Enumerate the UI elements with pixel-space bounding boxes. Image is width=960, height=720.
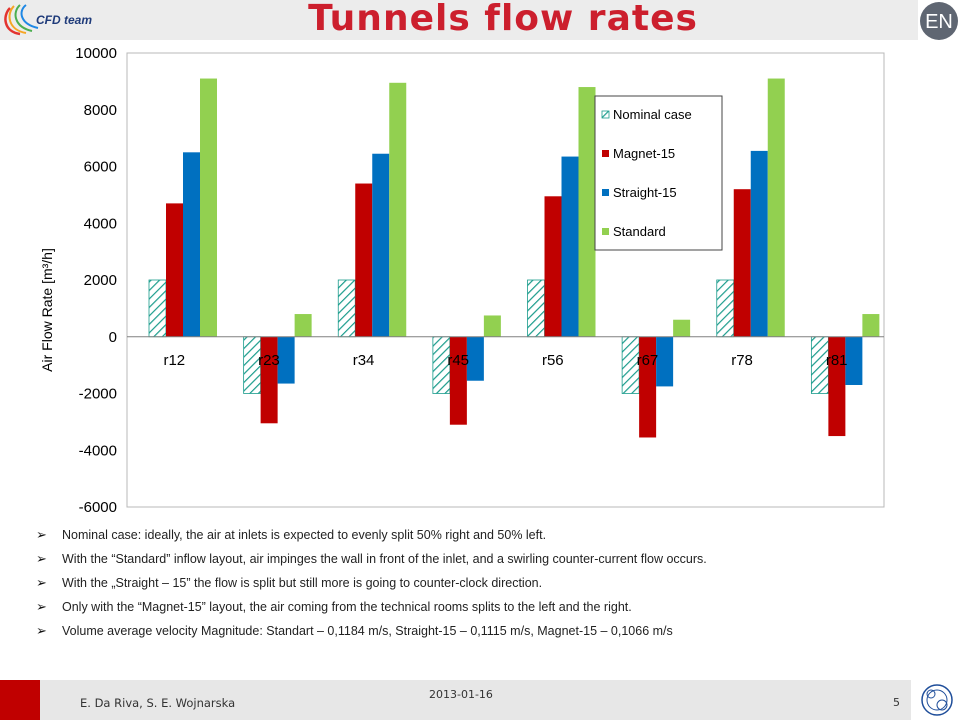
bar-straight-15-r78 [750, 150, 768, 337]
footer-authors: E. Da Riva, S. E. Wojnarska [80, 696, 236, 710]
cern-logo [911, 680, 960, 720]
bar-standard-r78 [767, 78, 785, 337]
y-tick-label: 2000 [84, 272, 117, 289]
cfd-team-logo: CFD team [4, 4, 92, 36]
y-axis-ticks: 10000 8000 6000 4000 2000 0 -2000 -4000 -6000 [75, 45, 117, 516]
bar-standard-r23 [294, 314, 312, 337]
legend-box [594, 95, 723, 251]
legend-swatch [602, 150, 609, 157]
legend-swatch [601, 110, 610, 119]
note-text: Volume average velocity Magnitude: Stand… [62, 624, 673, 638]
y-tick-label: -2000 [79, 386, 117, 403]
x-tick-label: r23 [258, 352, 280, 369]
note-item: ➢ Only with the “Magnet-15” layout, the a… [36, 599, 936, 623]
bar-magnet-15-r23 [260, 336, 278, 424]
note-text: With the „Straight – 15” the flow is spl… [62, 576, 543, 590]
y-tick-label: 8000 [84, 102, 117, 119]
chart-legend: Nominal case Magnet-15 Straight-15 Standard [594, 95, 723, 251]
bar-straight-15-r56 [561, 156, 579, 337]
y-tick-label: 6000 [84, 159, 117, 176]
page-title: Tunnels flow rates [308, 0, 698, 39]
chart-area: Air Flow Rate [m³/h] 10000 8000 6000 4000 20… [0, 40, 960, 520]
notes-list: ➢ Nominal case: ideally, the air at inlet… [36, 527, 936, 647]
note-text: With the “Standard” inflow layout, air i… [62, 552, 707, 566]
bar-marks [148, 78, 880, 438]
x-tick-label: r12 [163, 352, 185, 369]
bar-nominal-case-r34 [337, 279, 356, 338]
bar-magnet-15-r81 [828, 336, 846, 437]
legend-label: Magnet-15 [613, 146, 675, 161]
bar-standard-r34 [389, 82, 407, 337]
x-tick-label: r45 [447, 352, 469, 369]
note-item: ➢ Nominal case: ideally, the air at inlet… [36, 527, 936, 551]
bar-nominal-case-r78 [716, 279, 735, 338]
x-axis-labels: r12 r23 r34 r45 r56 r67 r78 r81 [163, 352, 847, 369]
footer-accent [0, 680, 40, 720]
header-bar [0, 0, 918, 40]
x-tick-label: r78 [731, 352, 753, 369]
arrow-bullet-icon: ➢ [36, 599, 47, 614]
bar-straight-15-r12 [183, 152, 200, 337]
legend-swatch [602, 228, 609, 235]
arrow-bullet-icon: ➢ [36, 623, 47, 638]
note-item: ➢ Volume average velocity Magnitude: Stan… [36, 623, 936, 647]
bar-standard-r56 [578, 87, 596, 337]
bar-magnet-15-r56 [544, 196, 562, 337]
bar-magnet-15-r12 [166, 203, 183, 337]
bar-nominal-case-r56 [527, 279, 545, 338]
legend-swatch [602, 189, 609, 196]
bar-magnet-15-r34 [355, 183, 373, 337]
note-text: Only with the “Magnet-15” layout, the ai… [62, 600, 632, 614]
arrow-bullet-icon: ➢ [36, 551, 47, 566]
bar-nominal-case-r12 [148, 279, 167, 338]
y-tick-label: -4000 [79, 442, 117, 459]
legend-label: Nominal case [613, 107, 692, 122]
bar-standard-r45 [483, 315, 501, 337]
bar-standard-r12 [200, 78, 217, 337]
x-tick-label: r56 [542, 352, 564, 369]
flow-rate-chart: Air Flow Rate [m³/h] 10000 8000 6000 4000 20… [39, 45, 885, 516]
arrow-bullet-icon: ➢ [36, 575, 47, 590]
bar-standard-r67 [673, 319, 691, 337]
legend-label: Standard [613, 224, 666, 239]
bar-magnet-15-r78 [733, 189, 751, 337]
bar-straight-15-r23 [277, 336, 295, 384]
bar-straight-15-r45 [466, 336, 484, 381]
y-tick-label: 0 [109, 329, 117, 346]
cfd-team-logo-text: CFD team [36, 13, 92, 27]
y-tick-label: -6000 [79, 499, 117, 516]
note-item: ➢ With the „Straight – 15” the flow is sp… [36, 575, 936, 599]
note-item: ➢ With the “Standard” inflow layout, air … [36, 551, 936, 575]
en-logo: EN [920, 2, 958, 40]
en-logo-text: EN [925, 11, 953, 33]
arrow-bullet-icon: ➢ [36, 527, 47, 542]
bar-straight-15-r34 [372, 153, 390, 337]
y-tick-label: 10000 [75, 45, 117, 62]
bar-magnet-15-r67 [639, 336, 657, 438]
x-tick-label: r81 [826, 352, 848, 369]
footer-bar [0, 680, 960, 720]
bar-straight-15-r81 [845, 336, 863, 385]
note-text: Nominal case: ideally, the air at inlets… [62, 528, 547, 542]
bar-magnet-15-r45 [449, 336, 467, 425]
x-tick-label: r34 [353, 352, 375, 369]
bar-standard-r81 [862, 314, 880, 337]
y-tick-label: 4000 [84, 215, 117, 232]
bar-straight-15-r67 [656, 336, 674, 387]
legend-label: Straight-15 [613, 185, 677, 200]
page-number: 5 [893, 696, 900, 709]
y-axis-label: Air Flow Rate [m³/h] [39, 248, 55, 372]
footer-date: 2013-01-16 [429, 688, 493, 701]
x-tick-label: r67 [637, 352, 659, 369]
